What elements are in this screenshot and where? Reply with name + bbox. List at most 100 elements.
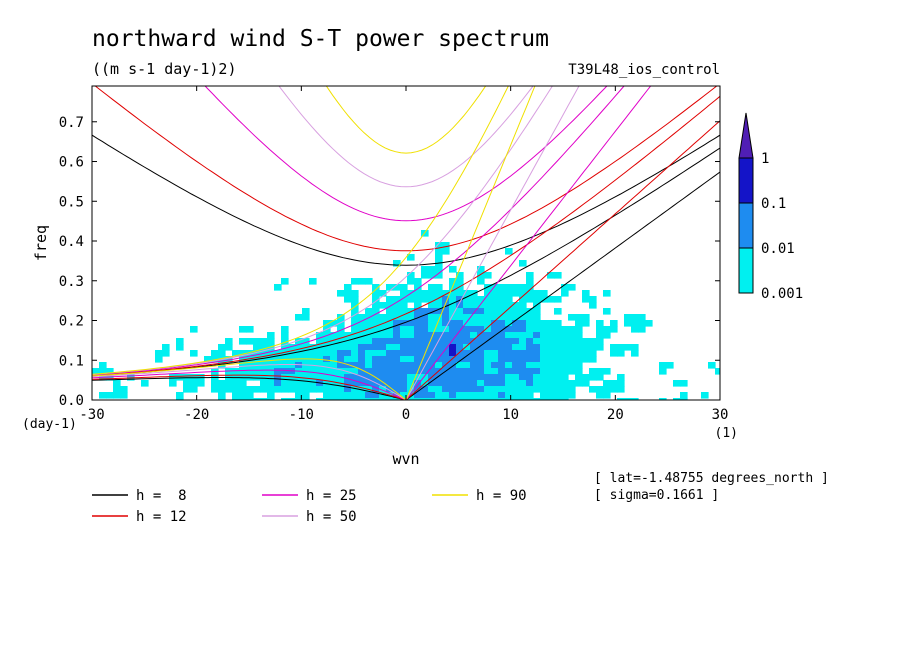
- contour-cell: [400, 356, 408, 363]
- contour-cell: [323, 368, 331, 375]
- contour-cell: [533, 332, 541, 339]
- contour-cell: [246, 392, 254, 399]
- contour-cell: [344, 362, 352, 369]
- contour-cell: [575, 320, 583, 327]
- contour-cell: [505, 332, 513, 339]
- contour-cell: [617, 380, 625, 387]
- y-axis-label: freq: [32, 225, 50, 261]
- contour-cell: [435, 386, 443, 393]
- contour-cell: [463, 398, 471, 400]
- contour-cell: [533, 290, 541, 297]
- contour-cell: [477, 296, 485, 303]
- contour-cell: [281, 362, 289, 369]
- contour-cell: [491, 386, 499, 393]
- contour-cell: [99, 392, 107, 399]
- contour-cell: [414, 320, 422, 327]
- contour-cell: [708, 362, 716, 369]
- contour-cell: [351, 398, 359, 400]
- contour-cell: [372, 332, 380, 339]
- contour-cell: [379, 368, 387, 375]
- contour-cell: [463, 350, 471, 357]
- contour-cell: [533, 362, 541, 369]
- contour-cell: [449, 386, 457, 393]
- contour-cell: [449, 368, 457, 375]
- contour-cell: [428, 296, 436, 303]
- contour-cell: [351, 338, 359, 345]
- contour-cell: [575, 350, 583, 357]
- contour-cell: [414, 380, 422, 387]
- contour-cell: [358, 338, 366, 345]
- contour-cell: [484, 380, 492, 387]
- contour-cell: [421, 320, 429, 327]
- contour-cell: [176, 392, 184, 399]
- contour-cell: [435, 332, 443, 339]
- contour-cell: [631, 398, 639, 400]
- contour-cell: [449, 356, 457, 363]
- contour-cell: [407, 398, 415, 400]
- contour-cell: [372, 326, 380, 333]
- contour-cell: [176, 344, 184, 351]
- contour-cell: [421, 398, 429, 400]
- contour-cell: [351, 278, 359, 285]
- y-tick-label: 0.3: [59, 274, 84, 290]
- contour-cell: [253, 398, 261, 400]
- contour-cell: [323, 398, 331, 400]
- contour-cell: [477, 278, 485, 285]
- contour-cell: [267, 368, 275, 375]
- contour-cell: [470, 308, 478, 315]
- contour-cell: [351, 302, 359, 309]
- contour-cell: [365, 332, 373, 339]
- contour-cell: [351, 380, 359, 387]
- contour-cell: [554, 272, 562, 279]
- contour-cell: [421, 356, 429, 363]
- contour-cell: [470, 338, 478, 345]
- contour-cell: [288, 368, 296, 375]
- contour-cell: [442, 392, 450, 399]
- contour-cell: [435, 302, 443, 309]
- dispersion-curve: [92, 358, 407, 400]
- contour-cell: [218, 344, 226, 351]
- contour-cell: [505, 296, 513, 303]
- contour-cell: [414, 326, 422, 333]
- contour-cell: [232, 386, 240, 393]
- contour-cell: [568, 344, 576, 351]
- contour-cell: [575, 338, 583, 345]
- contour-cell: [456, 374, 464, 381]
- contour-cell: [526, 344, 534, 351]
- contour-cell: [680, 392, 688, 399]
- contour-cell: [456, 296, 464, 303]
- contour-cell: [596, 386, 604, 393]
- contour-cell: [673, 380, 681, 387]
- contour-cell: [274, 356, 282, 363]
- contour-cell: [540, 344, 548, 351]
- contour-cell: [386, 314, 394, 321]
- contour-cell: [295, 386, 303, 393]
- contour-cell: [190, 380, 198, 387]
- contour-cell: [302, 386, 310, 393]
- contour-cell: [365, 374, 373, 381]
- contour-cell: [386, 302, 394, 309]
- contour-cell: [344, 380, 352, 387]
- contour-cell: [365, 338, 373, 345]
- contour-cell: [267, 374, 275, 381]
- contour-cell: [533, 380, 541, 387]
- contour-cell: [498, 374, 506, 381]
- contour-cell: [358, 392, 366, 399]
- contour-cell: [309, 278, 317, 285]
- contour-cell: [281, 344, 289, 351]
- contour-cell: [477, 272, 485, 279]
- contour-cell: [449, 350, 457, 357]
- contour-cell: [540, 332, 548, 339]
- contour-cell: [246, 398, 254, 400]
- chart-title: northward wind S-T power spectrum: [92, 26, 549, 52]
- contour-cell: [414, 362, 422, 369]
- contour-cell: [456, 308, 464, 315]
- contour-cell: [603, 332, 611, 339]
- contour-cell: [414, 350, 422, 357]
- contour-cell: [610, 326, 618, 333]
- contour-cell: [428, 386, 436, 393]
- contour-cell: [330, 356, 338, 363]
- contour-cell: [225, 386, 233, 393]
- contour-cell: [295, 338, 303, 345]
- contour-cell: [414, 308, 422, 315]
